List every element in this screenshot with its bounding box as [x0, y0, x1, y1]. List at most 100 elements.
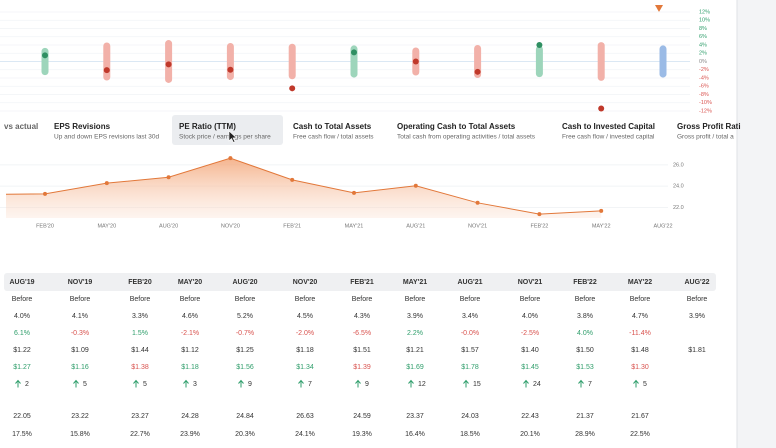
table-cell: 3.9%	[407, 313, 423, 320]
table-cell: 24.1%	[295, 431, 315, 438]
y-tick-label: 12%	[699, 9, 710, 15]
table-cell: 24.59	[353, 413, 371, 420]
point	[290, 177, 295, 182]
table-cell: 4.0%	[14, 313, 30, 320]
arrow-up-icon	[15, 379, 21, 388]
table-cell: 6.1%	[14, 330, 30, 337]
tab-subtitle: Free cash flow / invested capital	[562, 134, 655, 141]
table-cell: 3.3%	[132, 313, 148, 320]
table-cell: Before	[235, 296, 256, 303]
tab-subtitle: Total cash from operating activities / t…	[397, 134, 536, 141]
column-header: AUG'21	[457, 279, 482, 286]
table-cell: 24.84	[236, 413, 254, 420]
table-cell: 24	[533, 381, 541, 388]
point	[104, 181, 109, 186]
table-cell: 15.8%	[70, 431, 90, 438]
table-cell: 22.43	[521, 413, 539, 420]
column-header: MAY'20	[178, 279, 202, 286]
table-cell: 5	[83, 381, 87, 388]
table-cell: 5	[643, 381, 647, 388]
table-cell: Before	[180, 296, 201, 303]
y-tick-label: -8%	[699, 92, 709, 98]
table-cell: 9	[248, 381, 252, 388]
x-tick-label: FEB'21	[283, 223, 301, 229]
table-cell: $1.44	[131, 347, 149, 354]
column-header: FEB'20	[128, 279, 152, 286]
arrow-up-icon	[73, 379, 79, 388]
table-cell: $1.18	[296, 347, 314, 354]
y-tick-label: -6%	[699, 84, 709, 90]
table-cell: 4.0%	[522, 313, 538, 320]
table-cell: 23.27	[131, 413, 149, 420]
table-cell: $1.69	[406, 364, 424, 371]
table-cell: 4.6%	[182, 313, 198, 320]
tab-subtitle: Free cash flow / total assets	[293, 134, 374, 141]
cursor	[228, 130, 238, 143]
table-cell: 3	[193, 381, 197, 388]
column-header: MAY'22	[628, 279, 652, 286]
tab-title: Gross Profit Rati	[677, 122, 741, 131]
tab-title: EPS Revisions	[54, 122, 111, 131]
table-cell: 23.37	[406, 413, 424, 420]
arrow-up-icon	[408, 379, 414, 388]
table-cell: 24.03	[461, 413, 479, 420]
table-cell: 18.5%	[460, 431, 480, 438]
table-cell: 4.3%	[354, 313, 370, 320]
table-cell: $1.30	[631, 364, 649, 371]
y-tick-label: 0%	[699, 59, 707, 65]
x-tick-label: MAY'21	[345, 223, 364, 229]
table-cell: $1.51	[353, 347, 371, 354]
surprise-dot	[598, 105, 605, 112]
table-cell: 20.1%	[520, 431, 540, 438]
table-cell: 23.22	[71, 413, 89, 420]
arrow-up-icon	[463, 379, 469, 388]
x-tick-label: AUG'20	[159, 223, 178, 229]
table-cell: Before	[520, 296, 541, 303]
table-cell: $1.38	[131, 364, 149, 371]
table-cell: $1.40	[521, 347, 539, 354]
table-cell: Before	[130, 296, 151, 303]
table-cell: Before	[295, 296, 316, 303]
table-cell: 3.4%	[462, 313, 478, 320]
y-tick-label: 10%	[699, 18, 710, 24]
column-header: AUG'19	[9, 279, 34, 286]
table-cell: 4.1%	[72, 313, 88, 320]
tab-subtitle: Up and down EPS revisions last 30d	[54, 134, 160, 141]
table-cell: Before	[630, 296, 651, 303]
table-cell: Before	[460, 296, 481, 303]
table-cell: $1.22	[13, 347, 31, 354]
table-cell: 21.67	[631, 413, 649, 420]
table-cell: 28.9%	[575, 431, 595, 438]
table-cell: $1.50	[576, 347, 594, 354]
y-tick-label: 8%	[699, 26, 707, 32]
table-cell: $1.25	[236, 347, 254, 354]
x-tick-label: AUG'22	[653, 223, 672, 229]
table-cell: $1.48	[631, 347, 649, 354]
table-cell: 9	[365, 381, 369, 388]
arrow-up-icon	[523, 379, 529, 388]
table-cell: $1.12	[181, 347, 199, 354]
x-tick-label: MAY'20	[97, 223, 116, 229]
table-cell: 22.5%	[630, 431, 650, 438]
y-tick-label: 4%	[699, 42, 707, 48]
plot-area	[6, 156, 604, 218]
arrow-up-icon	[355, 379, 361, 388]
surprise-dot	[474, 68, 481, 75]
tab-subtitle: Gross profit / total a	[677, 134, 734, 141]
table-cell: 4.0%	[577, 330, 593, 337]
table-cell: 16.4%	[405, 431, 425, 438]
range-bar	[288, 43, 296, 80]
arrow-up-icon	[183, 379, 189, 388]
table-cell: $1.81	[688, 347, 706, 354]
table-cell: Before	[70, 296, 91, 303]
table-cell: -0.0%	[461, 330, 479, 337]
y-tick-label: -12%	[699, 108, 712, 114]
table-cell: 20.3%	[235, 431, 255, 438]
x-tick-label: FEB'22	[530, 223, 548, 229]
tab-selected-bg	[172, 115, 283, 145]
table-cell: $1.78	[461, 364, 479, 371]
range-bar	[41, 47, 49, 76]
surprise-dot	[103, 67, 110, 74]
table-cell: 24.28	[181, 413, 199, 420]
